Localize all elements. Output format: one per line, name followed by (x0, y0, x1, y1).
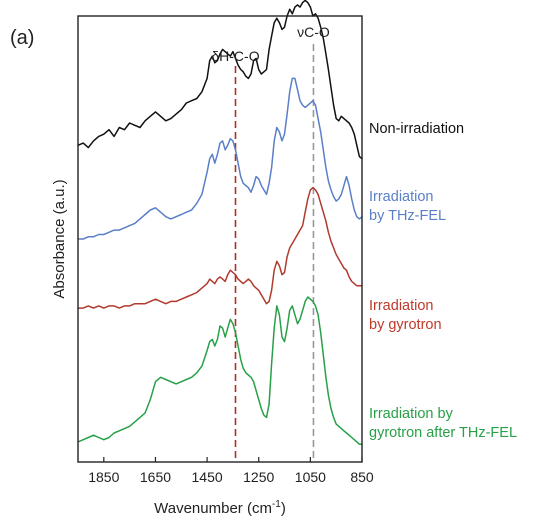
x-tick-label-1650: 1650 (140, 469, 171, 485)
x-axis-label: Wavenumber (cm-1) (154, 499, 286, 517)
annotation-label-2: νC-O (297, 24, 330, 40)
spectra-traces (77, 0, 363, 445)
series-line-irradiation-by-gyrotron-after-thz-fel (77, 296, 363, 445)
x-tick-label-1450: 1450 (192, 469, 223, 485)
series-line-irradiation-by-thz-fel (77, 77, 363, 240)
series-line-non-irradiation (77, 0, 363, 160)
x-axis-ticks: 1850 1650 1450 1250 1050 850 (88, 457, 374, 485)
x-tick-label-850: 850 (350, 469, 374, 485)
y-axis-label: Absorbance (a.u.) (51, 179, 68, 298)
x-tick-label-1250: 1250 (243, 469, 274, 485)
plot-frame (77, 15, 363, 463)
x-tick-label-1850: 1850 (88, 469, 119, 485)
annotation-lines (234, 44, 315, 462)
series-labels: Non-irradiation Irradiation by THz-FEL Irra… (369, 121, 517, 441)
annotation-label-1: δH-C-O (211, 48, 259, 64)
series-label-non-irradiation: Non-irradiation (369, 121, 464, 137)
series-label-irradiation-by-gyrotron-after-thz-fel: Irradiation by gyrotron after THz-FEL (369, 406, 517, 441)
x-tick-label-1050: 1050 (295, 469, 326, 485)
annotation-labels: δH-C-O νC-O (211, 24, 330, 64)
series-label-irradiation-by-thz-fel: Irradiation by THz-FEL (369, 189, 446, 224)
series-label-irradiation-by-gyrotron: Irradiation by gyrotron (369, 298, 442, 333)
panel-label: (a) (10, 27, 34, 49)
series-line-irradiation-by-gyrotron (77, 186, 363, 309)
